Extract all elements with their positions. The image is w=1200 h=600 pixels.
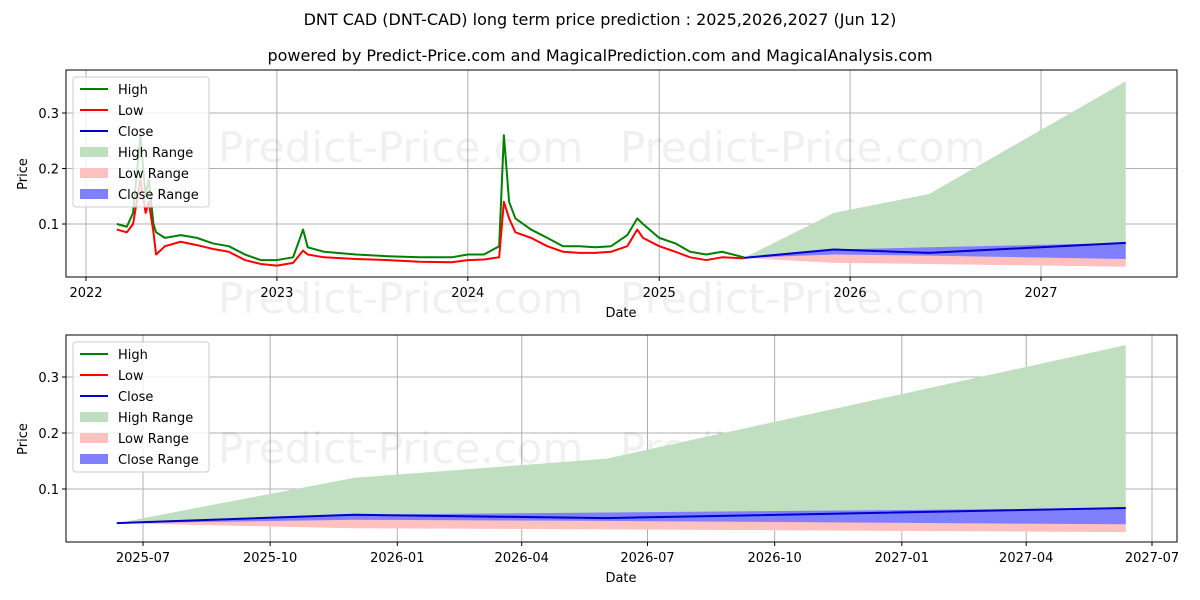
high-line xyxy=(116,134,745,262)
legend-swatch-patch xyxy=(80,454,108,464)
legend-label: Close xyxy=(118,390,153,405)
legend-label: High xyxy=(118,83,148,98)
watermark: Predict-Price.com xyxy=(218,274,583,323)
bottom-xlabel: Date xyxy=(605,571,636,586)
legend-label: Low Range xyxy=(118,167,189,182)
legend-label: Low Range xyxy=(118,432,189,447)
legend-item: High Range xyxy=(80,146,193,161)
x-tick-label: 2026-10 xyxy=(747,551,801,566)
legend-item: High Range xyxy=(80,411,193,426)
top-chart: Predict-Price.com Predict-Price.com Pred… xyxy=(16,69,1178,323)
watermark: Predict-Price.com xyxy=(620,274,985,323)
y-tick-label: 0.1 xyxy=(38,483,59,498)
legend-item: High xyxy=(80,83,148,98)
chart-title: DNT CAD (DNT-CAD) long term price predic… xyxy=(303,10,897,29)
legend-swatch-patch xyxy=(80,412,108,422)
legend-item: Close Range xyxy=(80,453,199,468)
x-tick-label: 2027-07 xyxy=(1125,551,1179,566)
legend-item: Low Range xyxy=(80,432,189,447)
x-tick-label: 2027-04 xyxy=(999,551,1053,566)
x-tick-label: 2027 xyxy=(1024,286,1057,301)
legend-item: Close xyxy=(80,125,153,140)
x-tick-label: 2026-04 xyxy=(495,551,549,566)
x-tick-label: 2025-10 xyxy=(243,551,297,566)
legend-swatch-patch xyxy=(80,189,108,199)
legend-swatch-patch xyxy=(80,147,108,157)
bottom-ticks: 2025-07 2025-10 2026-01 2026-04 2026-07 2026-… xyxy=(38,371,1179,566)
legend-label: High Range xyxy=(118,146,193,161)
x-tick-label: 2026-07 xyxy=(620,551,674,566)
top-axes-frame xyxy=(65,69,1178,278)
legend-item: High xyxy=(80,348,148,363)
legend-label: Close xyxy=(118,125,153,140)
legend-item: Low xyxy=(80,369,144,384)
x-tick-label: 2023 xyxy=(260,286,293,301)
x-tick-label: 2024 xyxy=(451,286,484,301)
legend-item: Close Range xyxy=(80,188,199,203)
x-tick-label: 2025 xyxy=(643,286,676,301)
high-range-area xyxy=(116,345,1126,524)
close-line xyxy=(116,507,1126,525)
x-tick-label: 2025-07 xyxy=(116,551,170,566)
x-tick-label: 2027-01 xyxy=(875,551,929,566)
bottom-series xyxy=(116,345,1126,533)
legend-item: Low Range xyxy=(80,167,189,182)
watermark: Predict-Price.com xyxy=(620,123,985,172)
bottom-axes-frame xyxy=(65,334,1178,543)
bottom-legend: High Low Close High Range Low Range Close Ran… xyxy=(72,341,210,473)
y-tick-label: 0.3 xyxy=(38,107,59,122)
top-series xyxy=(116,81,1126,267)
high-range-area xyxy=(743,81,1126,258)
bottom-chart: Predict-Price.com Predict-Price.com 2025… xyxy=(16,334,1179,586)
top-ylabel: Price xyxy=(16,158,31,190)
legend-label: Low xyxy=(118,369,144,384)
legend-label: High Range xyxy=(118,411,193,426)
legend-label: Close Range xyxy=(118,188,199,203)
watermark: Predict-Price.com xyxy=(218,123,583,172)
y-tick-label: 0.3 xyxy=(38,371,59,386)
bottom-ylabel: Price xyxy=(16,423,31,455)
y-tick-label: 0.2 xyxy=(38,163,59,178)
legend-swatch-patch xyxy=(80,168,108,178)
legend-label: High xyxy=(118,348,148,363)
legend-item: Low xyxy=(80,104,144,119)
legend-swatch-patch xyxy=(80,433,108,443)
legend-label: Close Range xyxy=(118,453,199,468)
y-tick-label: 0.1 xyxy=(38,218,59,233)
top-legend: High Low Close High Range Low Range Close Ran… xyxy=(72,76,210,208)
x-tick-label: 2026 xyxy=(834,286,867,301)
low-line xyxy=(116,178,744,267)
legend-item: Close xyxy=(80,390,153,405)
chart-subtitle: powered by Predict-Price.com and Magical… xyxy=(267,46,933,65)
top-xlabel: Date xyxy=(605,306,636,321)
x-tick-label: 2026-01 xyxy=(370,551,424,566)
close-line xyxy=(743,241,1126,259)
legend-label: Low xyxy=(118,104,144,119)
y-tick-label: 0.2 xyxy=(38,427,59,442)
x-tick-label: 2022 xyxy=(69,286,102,301)
top-ticks: 2022 2023 2024 2025 2026 2027 0.1 0.2 0.3 xyxy=(38,107,1057,301)
watermark: Predict-Price.com xyxy=(218,424,583,473)
